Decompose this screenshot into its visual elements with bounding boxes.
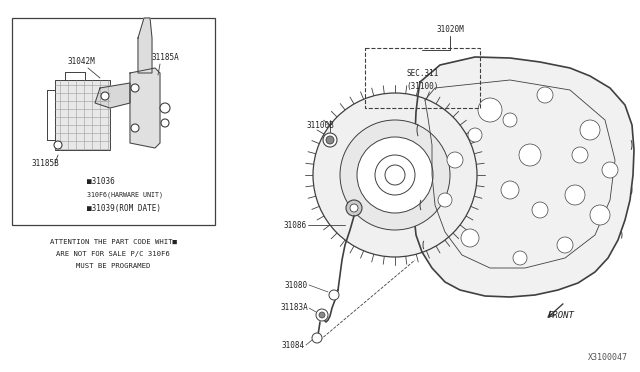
Text: 31185B: 31185B [32, 158, 60, 167]
Circle shape [312, 333, 322, 343]
Text: 31042M: 31042M [68, 58, 96, 67]
Bar [55, 80, 110, 150]
Text: 31185A: 31185A [152, 54, 180, 62]
Circle shape [513, 251, 527, 265]
Circle shape [101, 92, 109, 100]
Text: 31080: 31080 [285, 280, 308, 289]
Circle shape [590, 205, 610, 225]
Circle shape [323, 133, 337, 147]
Circle shape [557, 237, 573, 253]
Circle shape [326, 136, 334, 144]
Circle shape [537, 87, 553, 103]
Circle shape [501, 181, 519, 199]
Circle shape [602, 162, 618, 178]
Circle shape [131, 124, 139, 132]
Text: 31020M: 31020M [436, 26, 464, 35]
Circle shape [329, 290, 339, 300]
Text: X3100047: X3100047 [588, 353, 628, 362]
Circle shape [340, 120, 450, 230]
Circle shape [565, 185, 585, 205]
Circle shape [313, 93, 477, 257]
Text: FRONT: FRONT [548, 311, 575, 320]
Circle shape [161, 119, 169, 127]
Circle shape [357, 137, 433, 213]
Circle shape [385, 165, 405, 185]
Text: 31084: 31084 [282, 340, 305, 350]
Circle shape [580, 120, 600, 140]
Circle shape [319, 312, 325, 318]
Circle shape [375, 155, 415, 195]
Text: ATTENTION THE PART CODE WHIT■: ATTENTION THE PART CODE WHIT■ [49, 239, 177, 245]
Text: ■31039(ROM DATE): ■31039(ROM DATE) [87, 203, 161, 212]
Circle shape [478, 98, 502, 122]
Circle shape [532, 202, 548, 218]
Text: (31100): (31100) [406, 81, 438, 90]
Circle shape [131, 84, 139, 92]
Polygon shape [414, 57, 634, 297]
Polygon shape [138, 18, 152, 73]
Circle shape [503, 113, 517, 127]
Circle shape [447, 152, 463, 168]
Text: MUST BE PROGRAMED: MUST BE PROGRAMED [76, 263, 150, 269]
Text: ARE NOT FOR SALE P/C 310F6: ARE NOT FOR SALE P/C 310F6 [56, 251, 170, 257]
Circle shape [160, 103, 170, 113]
Text: 31086: 31086 [284, 221, 307, 230]
Polygon shape [95, 83, 130, 108]
Circle shape [572, 147, 588, 163]
Text: ■31036: ■31036 [87, 177, 115, 186]
Bar [365, 48, 480, 108]
Text: 31100B: 31100B [306, 121, 334, 129]
Text: 31183A: 31183A [280, 304, 308, 312]
Polygon shape [130, 68, 160, 148]
Circle shape [461, 229, 479, 247]
Text: 310F6(HARWARE UNIT): 310F6(HARWARE UNIT) [87, 192, 163, 198]
Circle shape [438, 193, 452, 207]
Circle shape [54, 141, 62, 149]
Circle shape [316, 309, 328, 321]
Circle shape [519, 144, 541, 166]
Circle shape [468, 128, 482, 142]
Circle shape [346, 200, 362, 216]
Circle shape [350, 204, 358, 212]
Text: SEC.311: SEC.311 [406, 68, 438, 77]
Bar [12, 18, 215, 225]
